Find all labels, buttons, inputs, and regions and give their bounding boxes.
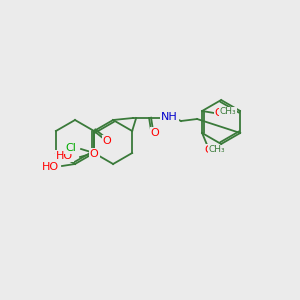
Text: CH₃: CH₃ <box>220 107 236 116</box>
Text: Cl: Cl <box>65 143 76 153</box>
Text: O: O <box>103 136 111 146</box>
Text: O: O <box>215 108 224 118</box>
Text: O: O <box>205 145 214 155</box>
Text: NH: NH <box>161 112 178 122</box>
Text: HO: HO <box>56 151 73 161</box>
Text: O: O <box>90 149 98 159</box>
Text: HO: HO <box>42 162 59 172</box>
Text: O: O <box>151 128 160 138</box>
Text: CH₃: CH₃ <box>209 146 225 154</box>
